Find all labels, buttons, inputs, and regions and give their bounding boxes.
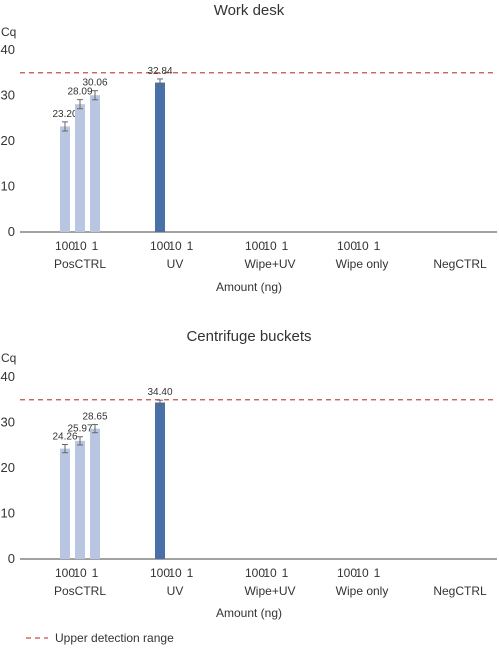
chart-title: Work desk — [214, 2, 285, 19]
y-tick-label: 30 — [1, 415, 15, 430]
group-label: Wipe only — [336, 257, 389, 271]
data-label: 34.40 — [147, 387, 172, 398]
x-tick-label: 1 — [92, 566, 99, 580]
x-tick-label: 10 — [73, 239, 87, 253]
bar — [155, 402, 165, 559]
y-tick-label: 20 — [1, 460, 15, 475]
group-label: NegCTRL — [433, 584, 487, 598]
group-label: UV — [167, 257, 184, 271]
x-tick-label: 10 — [73, 566, 87, 580]
x-tick-label: 10 — [263, 566, 277, 580]
data-label: 24.26 — [52, 432, 77, 443]
bar — [60, 448, 70, 559]
legend: Upper detection range — [26, 631, 174, 645]
bar — [155, 82, 165, 232]
x-tick-label: 100 — [337, 239, 357, 253]
y-tick-label: 40 — [1, 369, 15, 384]
bar — [90, 95, 100, 233]
x-tick-label: 100 — [337, 566, 357, 580]
x-tick-label: 1 — [187, 566, 194, 580]
x-tick-label: 10 — [263, 239, 277, 253]
x-tick-label: 1 — [92, 239, 99, 253]
bar — [60, 126, 70, 232]
x-axis-label: Amount (ng) — [216, 280, 282, 294]
group-label: Wipe only — [336, 584, 389, 598]
bar — [75, 440, 85, 559]
data-label: 25.97 — [67, 424, 92, 435]
data-label: 28.09 — [67, 87, 92, 98]
chart-title: Centrifuge buckets — [186, 328, 311, 345]
x-tick-label: 1 — [282, 239, 289, 253]
x-tick-label: 100 — [55, 566, 75, 580]
x-tick-label: 10 — [355, 566, 369, 580]
chart-centrifuge-buckets: Centrifuge buckets Cq 0 10 20 30 40 PosCTRL 100 2… — [1, 328, 497, 620]
group-label: NegCTRL — [433, 257, 487, 271]
data-label: 28.65 — [82, 412, 107, 423]
x-tick-label: 100 — [55, 239, 75, 253]
x-tick-label: 100 — [150, 566, 170, 580]
x-tick-label: 100 — [245, 239, 265, 253]
data-label: 30.06 — [82, 78, 107, 89]
x-axis-label: Amount (ng) — [216, 606, 282, 620]
x-tick-label: 100 — [150, 239, 170, 253]
bar — [75, 104, 85, 232]
y-tick-label: 20 — [1, 133, 15, 148]
bar — [90, 428, 100, 559]
y-tick-label: 0 — [8, 551, 15, 566]
x-tick-label: 1 — [374, 239, 381, 253]
group-label: PosCTRL — [54, 257, 106, 271]
y-tick-label: 30 — [1, 88, 15, 103]
y-axis-label: Cq — [1, 351, 16, 365]
x-tick-label: 10 — [355, 239, 369, 253]
x-tick-label: 1 — [187, 239, 194, 253]
x-tick-label: 10 — [168, 239, 182, 253]
data-label: 23.20 — [52, 109, 77, 120]
x-tick-label: 100 — [245, 566, 265, 580]
group-label: PosCTRL — [54, 584, 106, 598]
x-tick-label: 1 — [282, 566, 289, 580]
y-tick-label: 40 — [1, 42, 15, 57]
chart-work-desk: Work desk Cq 0 10 20 30 40 PosCTRL 100 23.20 10 28.… — [1, 2, 497, 294]
x-tick-label: 10 — [168, 566, 182, 580]
y-tick-label: 10 — [1, 179, 15, 194]
x-tick-label: 1 — [374, 566, 381, 580]
group-label: UV — [167, 584, 184, 598]
y-axis-label: Cq — [1, 25, 16, 39]
legend-label: Upper detection range — [55, 631, 174, 645]
y-tick-label: 0 — [8, 224, 15, 239]
y-tick-label: 10 — [1, 506, 15, 521]
group-label: Wipe+UV — [244, 257, 295, 271]
group-label: Wipe+UV — [244, 584, 295, 598]
data-label: 32.84 — [147, 66, 172, 77]
